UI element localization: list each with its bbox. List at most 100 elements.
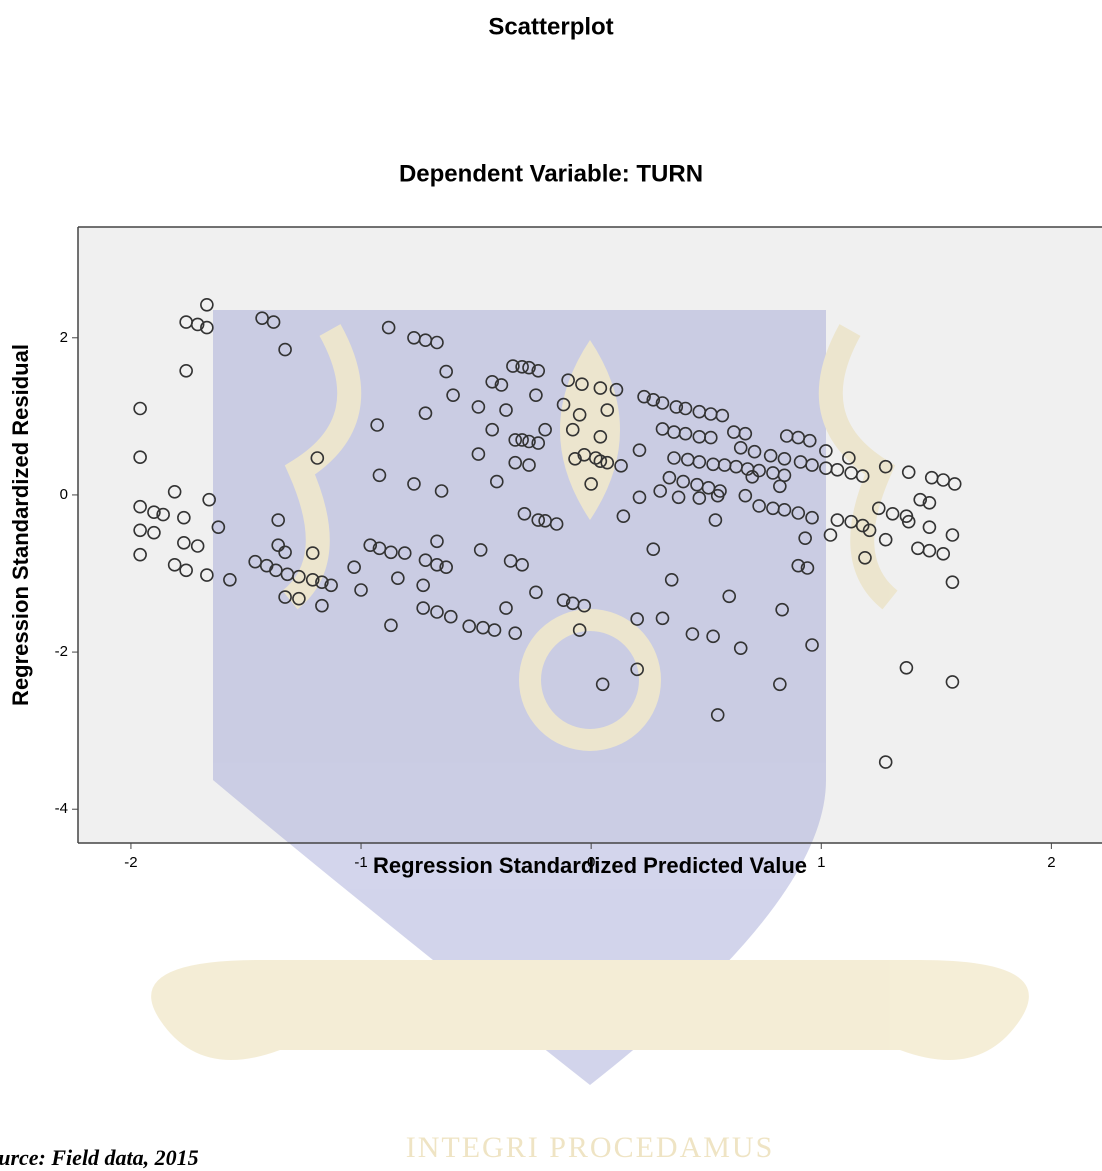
chart-title: Scatterplot [488,13,613,40]
point [733,641,748,655]
point [202,492,216,507]
point [791,506,806,520]
point [439,560,453,575]
point [430,335,444,350]
point [798,531,812,545]
point [632,443,647,457]
point [710,488,725,503]
point [572,407,587,422]
point [397,546,412,560]
point [278,545,292,560]
point [190,317,205,332]
point [922,520,937,534]
point [391,571,405,586]
point [347,560,361,575]
point [556,397,571,412]
x-tick-label: 1 [817,854,825,871]
point [947,477,962,491]
point [133,499,147,514]
point [800,561,815,575]
point [664,572,679,587]
point [363,538,378,553]
point [945,675,960,689]
point [556,593,571,608]
point [715,408,730,423]
point [515,433,529,447]
y-tick-label: 2 [60,329,68,346]
point [471,447,486,461]
point [133,547,147,562]
point [632,490,647,505]
point [223,572,237,587]
point [763,448,778,463]
point [522,458,536,472]
point [593,381,608,395]
point [354,583,368,597]
point [805,510,819,525]
point [271,538,285,553]
point [708,513,723,527]
point [685,627,700,641]
point [508,626,523,641]
point [630,612,644,626]
point [738,488,753,503]
point [655,611,670,626]
point [830,462,845,477]
point [899,660,914,675]
point [538,422,552,437]
plot-background [78,227,1102,843]
point [315,598,329,613]
point [745,470,760,484]
x-tick-label: -1 [354,854,367,871]
point [922,543,937,558]
point [200,320,214,335]
point [722,589,737,604]
point [662,470,677,485]
point [791,558,806,573]
point [177,510,191,525]
point [531,513,546,527]
x-tick-label: 2 [1047,854,1055,871]
point [508,433,523,447]
point [384,545,398,560]
point [646,393,661,407]
y-tick-label: -4 [55,800,68,817]
point [418,406,433,421]
point [878,755,893,769]
point [936,547,951,561]
point [407,477,421,491]
point [568,451,582,466]
point [704,430,718,445]
point [823,528,838,542]
point [485,422,500,437]
point [549,517,564,531]
point [434,484,449,498]
point [531,436,546,450]
point [278,342,292,357]
point [370,418,384,432]
point [515,558,529,572]
point [600,403,615,417]
point [945,528,960,542]
point [773,677,787,692]
point [678,401,693,416]
point [922,495,937,510]
point [315,575,329,589]
point [430,558,444,572]
point [752,499,766,513]
point [862,523,877,538]
point [901,514,916,529]
point [676,474,690,489]
point [515,360,529,374]
point [561,373,575,388]
point [190,539,205,553]
point [678,426,693,441]
point [885,506,900,521]
point [842,451,856,465]
point [200,568,214,582]
point [600,455,615,470]
point [305,572,320,587]
point [443,609,458,624]
point [577,598,592,613]
